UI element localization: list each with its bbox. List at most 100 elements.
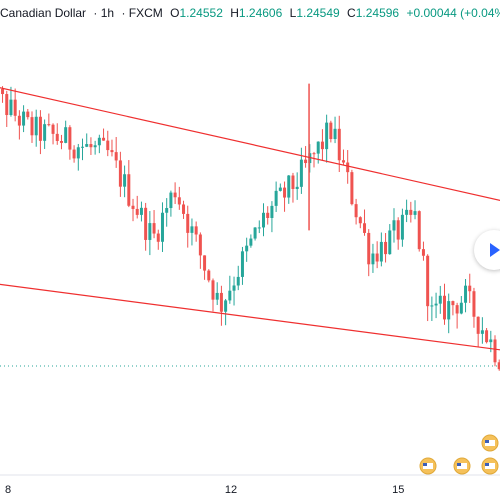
open-label: O — [170, 6, 180, 20]
candle-body — [287, 175, 291, 198]
open-value: 1.24552 — [179, 6, 223, 20]
candle-body — [203, 255, 207, 271]
candle-body — [165, 208, 169, 213]
replay-button[interactable] — [474, 230, 500, 270]
flag-canton — [457, 463, 461, 466]
candle-body — [51, 124, 55, 134]
candle-body — [253, 227, 257, 239]
candle-body — [139, 207, 143, 215]
high-label: H — [230, 6, 239, 20]
candle-body — [152, 223, 156, 234]
candle-body — [17, 115, 21, 126]
candle-body — [405, 209, 409, 215]
candle-body — [350, 172, 354, 205]
calendar-flag-icon — [453, 457, 471, 475]
candle-body — [43, 124, 47, 141]
candle-body — [396, 220, 400, 240]
candle-body — [375, 253, 379, 262]
candle-body — [299, 159, 303, 187]
candle-body — [455, 305, 459, 314]
candle-body — [262, 212, 266, 228]
separator: · — [93, 6, 98, 20]
calendar-flag-icon — [481, 457, 499, 475]
x-axis-ticks: 8121519222629 — [5, 484, 404, 496]
candle-body — [81, 146, 85, 148]
candle-body — [236, 276, 240, 286]
candle-body — [295, 186, 299, 189]
candle-body — [497, 362, 500, 370]
flag-canton — [485, 463, 489, 466]
timeframe-label[interactable]: 1h — [100, 6, 115, 20]
candle-body — [421, 249, 425, 256]
candle-body — [38, 116, 42, 141]
candle-body — [337, 128, 341, 161]
candle-body — [228, 290, 232, 301]
candle-body — [169, 192, 173, 209]
data-source: FXCM — [128, 6, 163, 20]
candle-body — [215, 292, 219, 300]
x-tick-label: 8 — [5, 484, 11, 496]
candle-body — [274, 190, 278, 206]
candle-body — [59, 140, 63, 143]
candle-body — [489, 339, 493, 343]
candle-body — [367, 232, 371, 265]
candle-body — [47, 124, 51, 126]
candle-body — [464, 285, 468, 303]
flag-stripe — [485, 463, 495, 469]
candle-body — [409, 209, 413, 215]
candle-body — [194, 226, 198, 235]
candle-body — [224, 300, 228, 312]
x-tick-label: 12 — [225, 484, 237, 496]
candle-body — [266, 212, 270, 218]
candle-body — [447, 301, 451, 320]
candle-body — [232, 285, 236, 291]
candle-body — [384, 241, 388, 255]
candle-body — [207, 270, 211, 281]
candle-body — [102, 137, 106, 141]
upper-trendline — [0, 87, 500, 202]
candle-body — [55, 133, 59, 141]
candle-body — [291, 175, 295, 189]
candle-body — [76, 147, 80, 159]
high-value: 1.24606 — [238, 6, 283, 20]
symbol-name[interactable]: Canadian Dollar — [0, 6, 87, 20]
candle-body — [358, 217, 362, 224]
candle-body — [173, 192, 177, 198]
candle-body — [106, 140, 110, 151]
candle-body — [493, 339, 497, 363]
flag-stripe — [457, 463, 467, 469]
candle-body — [434, 303, 438, 306]
candle-body — [97, 137, 101, 146]
candle-body — [219, 292, 223, 312]
candle-body — [148, 223, 152, 240]
candle-body — [430, 305, 434, 307]
candle-body — [278, 187, 282, 191]
candle-body — [93, 145, 97, 148]
candle-body — [5, 94, 9, 116]
play-icon — [490, 243, 500, 257]
calendar-flag-icon — [419, 457, 437, 475]
candle-body — [312, 153, 316, 155]
flag-canton — [485, 440, 489, 443]
candle-body — [182, 204, 186, 214]
candle-body — [144, 207, 148, 240]
flag-canton — [423, 463, 427, 466]
x-tick-label: 15 — [392, 484, 404, 496]
candle-body — [329, 122, 333, 140]
candle-body — [26, 111, 30, 118]
candle-body — [114, 152, 118, 161]
candle-body — [198, 234, 202, 256]
candle-body — [379, 241, 383, 262]
candle-body — [426, 255, 430, 307]
candle-body — [438, 295, 442, 304]
candle-body — [186, 213, 190, 233]
candle-body — [442, 295, 446, 320]
flag-stripe — [423, 463, 433, 469]
candle-body — [417, 211, 421, 250]
candle-body — [451, 301, 455, 306]
candle-body — [249, 238, 253, 246]
candle-body — [371, 253, 375, 265]
close-label: C — [347, 6, 356, 20]
candle-body — [283, 187, 287, 198]
